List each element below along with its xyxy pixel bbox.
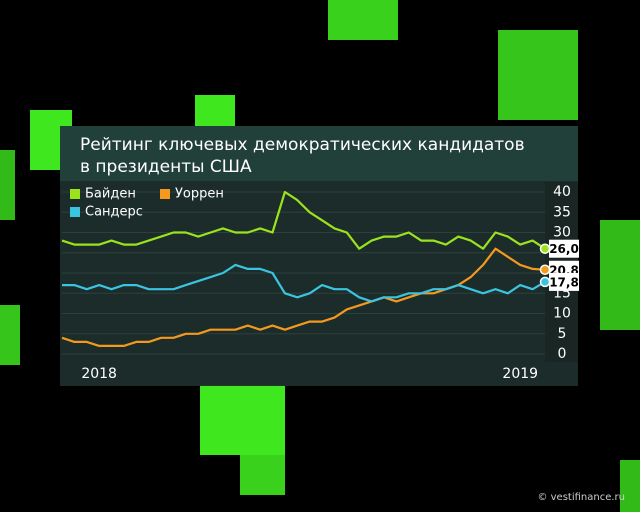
- end-marker: [539, 243, 551, 254]
- value-label-box: [549, 239, 579, 258]
- chart-title: в президенты США: [80, 157, 252, 177]
- x-tick-label: 2019: [502, 366, 538, 382]
- legend-label: Уоррен: [175, 187, 224, 202]
- value-label-box: [549, 272, 579, 291]
- series-line: [62, 263, 546, 303]
- y-tick-label: 10: [553, 306, 571, 322]
- series-line: [61, 190, 546, 250]
- y-tick-label: 40: [553, 184, 571, 200]
- chart-title: Рейтинг ключевых демократических кандида…: [80, 135, 525, 155]
- y-tick-label: 30: [553, 225, 571, 241]
- value-label: 17,8: [549, 275, 579, 289]
- legend-swatch: [70, 189, 80, 199]
- y-tick-label: 35: [553, 204, 571, 220]
- x-tick-label: 2018: [81, 366, 117, 382]
- legend-swatch: [160, 189, 170, 199]
- series-line: [61, 247, 546, 347]
- end-marker: [539, 264, 551, 276]
- y-tick-label: 5: [558, 326, 567, 342]
- watermark: © vestifinance.ru: [537, 492, 625, 503]
- title-band: [60, 126, 578, 181]
- value-label: 26,0: [549, 242, 579, 256]
- end-marker: [539, 276, 551, 288]
- legend-swatch: [70, 207, 80, 217]
- legend-label: Байден: [85, 187, 136, 202]
- y-tick-label: 0: [558, 346, 567, 362]
- legend-label: Сандерс: [85, 205, 143, 220]
